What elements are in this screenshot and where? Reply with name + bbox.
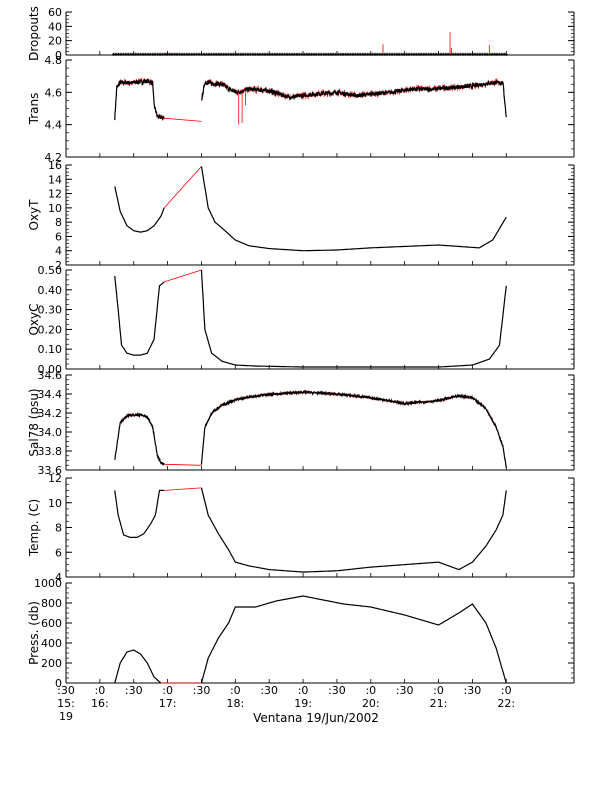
y-tick-label-sal: 34.2 xyxy=(38,407,63,420)
y-tick-label-oxyc: 0.50 xyxy=(38,264,63,277)
y-tick-label-dropouts: 60 xyxy=(48,6,62,19)
x-tick-label-top: :0 xyxy=(95,684,106,697)
y-tick-label-temp: 8 xyxy=(55,522,62,535)
x-tick-label-mid: 15: xyxy=(57,697,75,710)
y-tick-label-sal: 34.6 xyxy=(38,369,63,382)
y-axis-label-sal: Sal78 (psu) xyxy=(27,388,41,456)
y-axis-label-oxyt: OxyT xyxy=(27,199,41,231)
y-tick-label-press: 800 xyxy=(41,597,62,610)
y-tick-label-trans: 4.4 xyxy=(45,119,63,132)
series-oxyc-1 xyxy=(200,269,507,368)
x-tick-label-top: :30 xyxy=(57,684,75,697)
y-tick-label-trans: 4.6 xyxy=(45,86,63,99)
x-axis-title: Ventana 19/Jun/2002 xyxy=(253,711,379,725)
raw-texture-sal-1 xyxy=(201,389,507,469)
y-tick-label-oxyt: 4 xyxy=(55,245,62,258)
y-tick-label-dropouts: 40 xyxy=(48,20,62,33)
y-tick-label-dropouts: 0 xyxy=(55,49,62,62)
y-tick-label-temp: 12 xyxy=(48,472,62,485)
y-axis-label-dropouts: Dropouts xyxy=(27,6,41,61)
y-tick-label-oxyc: 0.40 xyxy=(38,284,63,297)
y-axis-label-temp: Temp. (C) xyxy=(27,499,41,557)
y-tick-label-oxyt: 10 xyxy=(48,202,62,215)
y-axis-label-press: Press. (db) xyxy=(27,601,41,665)
panel-trans: 4.2 4.4 4.6 4.8 Trans xyxy=(27,54,575,164)
series-oxyt-0 xyxy=(114,186,165,233)
y-tick-label-sal: 33.6 xyxy=(38,464,63,477)
series-press-1 xyxy=(200,595,507,684)
x-tick-label-mid: 20: xyxy=(362,697,380,710)
series-trans-0 xyxy=(114,78,165,122)
x-tick-label-top: :0 xyxy=(298,684,309,697)
y-tick-label-press: 0 xyxy=(55,677,62,690)
x-tick-label-mid: 19: xyxy=(294,697,312,710)
y-tick-label-press: 600 xyxy=(41,617,62,630)
x-tick-label-bot: 19 xyxy=(59,710,73,723)
x-tick-label-top: :30 xyxy=(260,684,278,697)
y-axis-label-trans: Trans xyxy=(27,93,41,126)
x-tick-label-top: :0 xyxy=(230,684,241,697)
x-tick-label-top: :0 xyxy=(501,684,512,697)
panel-sal: 33.6 33.8 34.0 34.2 34.4 34.6 Sal78 (psu) xyxy=(27,369,575,477)
y-tick-label-oxyt: 14 xyxy=(48,173,62,186)
x-tick-label-top: :30 xyxy=(125,684,143,697)
y-tick-label-press: 200 xyxy=(41,657,62,670)
series-temp-0 xyxy=(114,489,165,538)
y-tick-label-sal: 34.0 xyxy=(38,426,63,439)
x-tick-label-mid: 18: xyxy=(226,697,244,710)
panel-oxyc: 0.00 0.10 0.20 0.30 0.40 0.50 OxyC xyxy=(27,264,575,376)
raw-series-temp-0 xyxy=(164,487,202,491)
x-tick-label-top: :30 xyxy=(328,684,346,697)
y-tick-label-sal: 33.8 xyxy=(38,445,63,458)
raw-series-sal-0 xyxy=(164,463,202,466)
x-tick-label-top: :30 xyxy=(464,684,482,697)
y-tick-label-oxyt: 16 xyxy=(48,159,62,172)
y-tick-label-temp: 4 xyxy=(55,571,62,584)
y-tick-label-oxyt: 12 xyxy=(48,188,62,201)
y-tick-label-temp: 6 xyxy=(55,546,62,559)
panel-temp: 4 6 8 10 12 Temp. (C) xyxy=(27,472,575,584)
series-oxyc-0 xyxy=(114,275,165,356)
y-tick-label-oxyt: 6 xyxy=(55,230,62,243)
x-tick-label-mid: 16: xyxy=(91,697,109,710)
series-temp-1 xyxy=(200,487,507,573)
y-tick-label-oxyc: 0.30 xyxy=(38,304,63,317)
x-tick-label-mid: 17: xyxy=(159,697,177,710)
x-tick-label-top: :0 xyxy=(433,684,444,697)
y-tick-label-trans: 4.2 xyxy=(45,151,63,164)
series-trans-1 xyxy=(200,79,507,118)
y-tick-label-oxyc: 0.00 xyxy=(38,363,63,376)
y-tick-label-dropouts: 20 xyxy=(48,35,62,48)
y-tick-label-press: 1000 xyxy=(34,577,62,590)
raw-texture-trans-1 xyxy=(201,78,507,117)
y-tick-label-oxyc: 0.20 xyxy=(38,323,63,336)
x-tick-label-mid: 22: xyxy=(497,697,515,710)
x-tick-label-top: :0 xyxy=(365,684,376,697)
y-tick-label-oxyt: 2 xyxy=(55,259,62,272)
y-tick-label-trans: 4.8 xyxy=(45,54,63,67)
x-tick-label-top: :30 xyxy=(396,684,414,697)
raw-series-oxyc-0 xyxy=(164,269,202,283)
y-tick-label-temp: 10 xyxy=(48,497,62,510)
x-axis: :3015:19:016::30:017::30:018::30:019::30… xyxy=(57,684,515,723)
y-tick-label-press: 400 xyxy=(41,637,62,650)
x-tick-label-top: :30 xyxy=(193,684,211,697)
series-sal-1 xyxy=(200,389,507,469)
chart-panels: 0204060Dropouts4.24.44.64.8Trans24681012… xyxy=(27,6,575,690)
series-oxyt-1 xyxy=(200,166,507,252)
y-axis-label-oxyc: OxyC xyxy=(27,303,41,335)
raw-series-oxyt-0 xyxy=(163,166,202,209)
series-press-0 xyxy=(114,649,162,684)
x-tick-label-mid: 21: xyxy=(430,697,448,710)
raw-series-trans-0 xyxy=(164,117,202,122)
y-tick-label-oxyt: 8 xyxy=(55,216,62,229)
y-tick-label-sal: 34.4 xyxy=(38,388,63,401)
x-tick-label-top: :0 xyxy=(162,684,173,697)
y-tick-label-oxyc: 0.10 xyxy=(38,343,63,356)
series-sal-0 xyxy=(114,412,165,466)
panel-press: 0 200 400 600 800 1000 Press. (db) xyxy=(27,577,575,690)
